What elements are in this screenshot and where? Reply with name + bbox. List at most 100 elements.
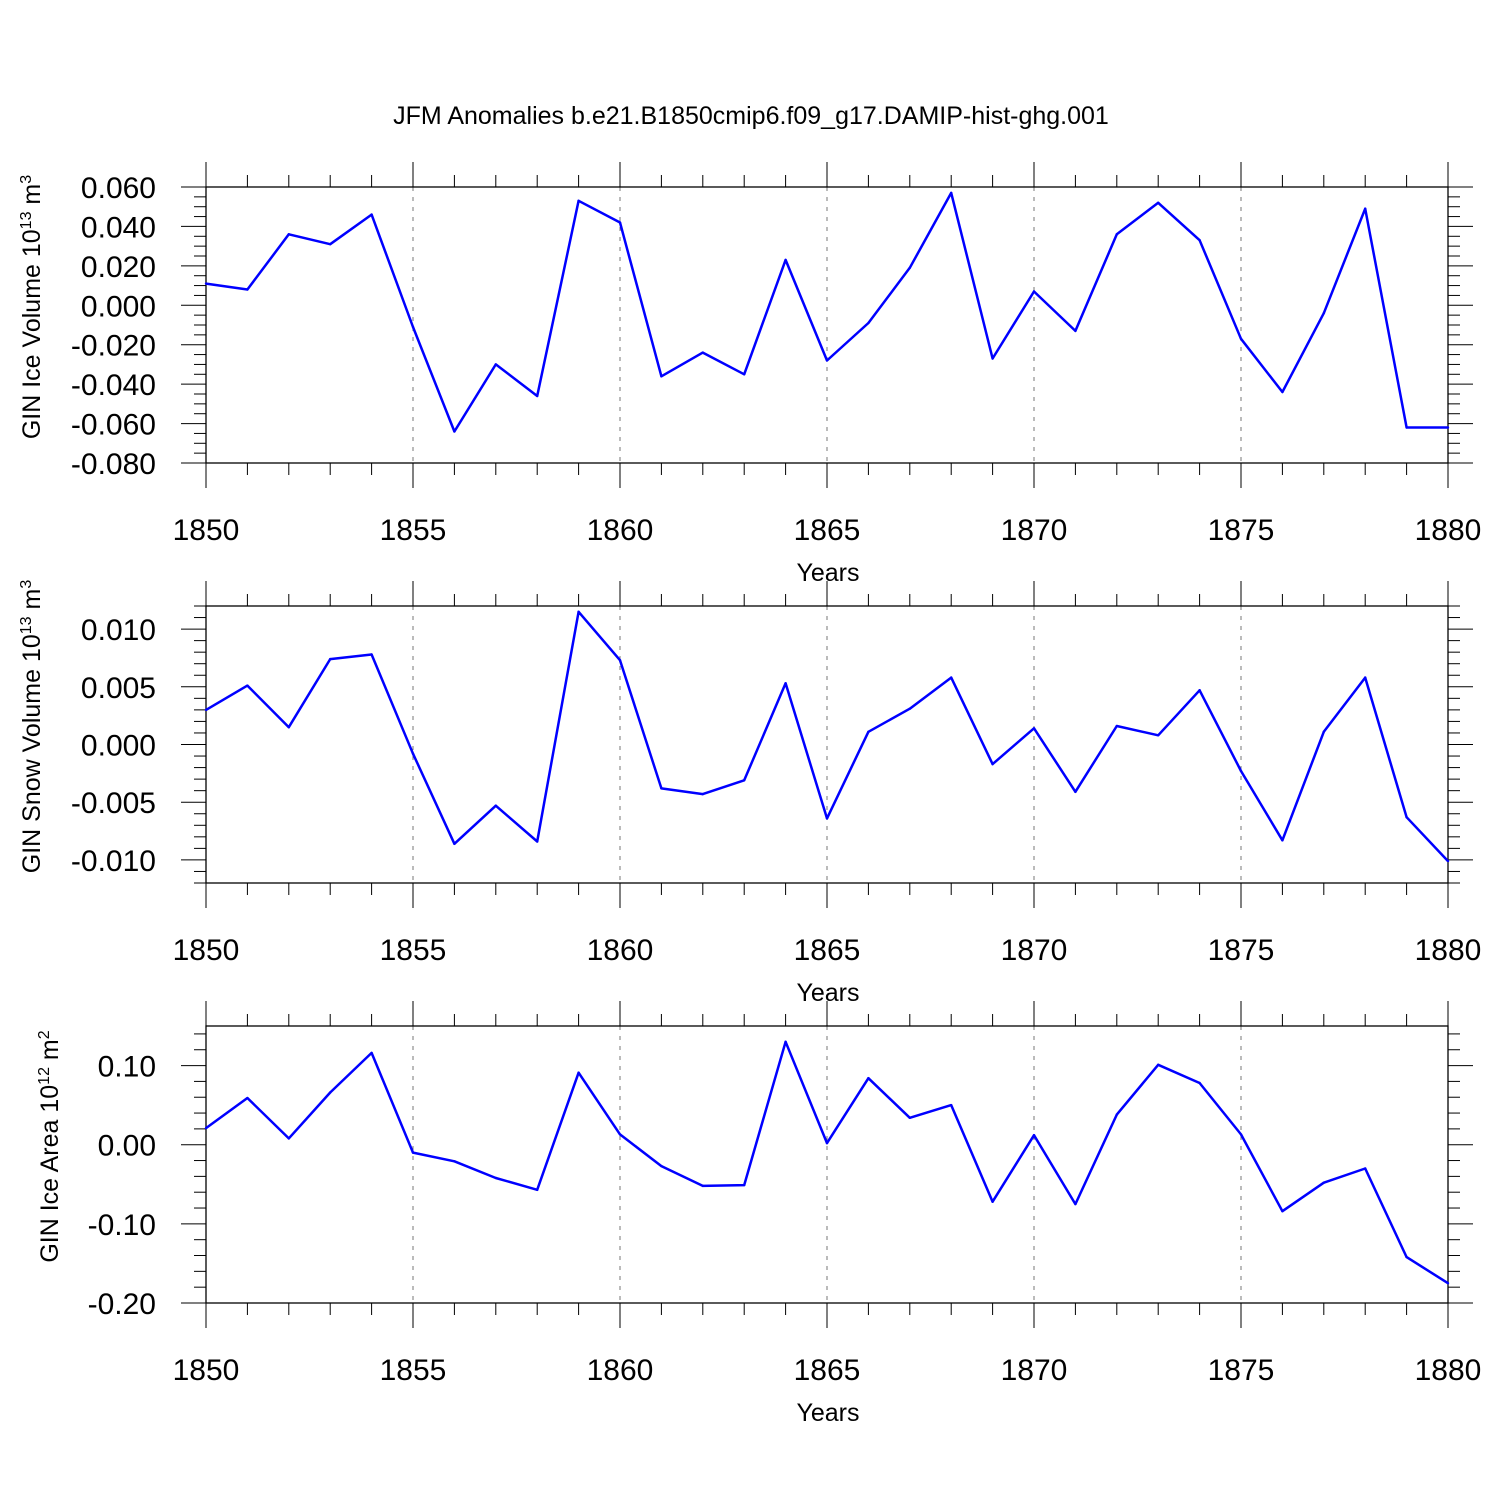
data-point (204, 1126, 208, 1130)
data-point (1446, 1282, 1450, 1285)
data-point (494, 1176, 497, 1180)
y-axis-title-part: 13 (18, 211, 35, 229)
data-point (908, 1116, 911, 1120)
y-axis-title-part: m (18, 184, 46, 212)
y-tick-label: 0.020 (81, 251, 156, 284)
x-tick-label: 1850 (173, 514, 240, 547)
data-point (908, 266, 911, 270)
data-point (1157, 1063, 1160, 1066)
x-tick-label: 1850 (173, 1354, 240, 1387)
x-tick-label: 1860 (587, 1354, 654, 1387)
y-tick-label: -0.010 (71, 845, 156, 878)
x-tick-label: 1875 (1208, 514, 1275, 547)
data-point (1239, 1133, 1243, 1136)
y-tick-label: -0.10 (88, 1209, 156, 1242)
data-point (825, 359, 829, 362)
data-point (1074, 329, 1077, 333)
x-tick-label: 1865 (794, 1354, 861, 1387)
data-point (701, 1184, 704, 1188)
panels: 1850 1855 1860 1865 1870 1875 1880 -0.080 -0.060… (18, 162, 1481, 1427)
y-axis-title-part: 3 (18, 580, 35, 589)
data-point (1405, 1255, 1408, 1259)
data-point (1405, 426, 1408, 429)
x-tick-label: 1870 (1001, 514, 1068, 547)
x-tick-label: 1860 (587, 934, 654, 967)
data-point (453, 430, 456, 433)
data-point (991, 762, 994, 766)
data-point (1239, 337, 1243, 340)
data-point (370, 1051, 373, 1055)
data-point (743, 373, 746, 376)
y-tick-label: -0.20 (88, 1288, 156, 1321)
data-point (287, 725, 290, 729)
figure-title: JFM Anomalies b.e21.B1850cmip6.f09_g17.D… (393, 102, 1109, 130)
data-point (1115, 233, 1119, 236)
y-tick-label: 0.005 (81, 672, 156, 705)
y-tick-label: 0.000 (81, 290, 156, 323)
data-point (1364, 1167, 1367, 1170)
chart-panel-2: 1850 1855 1860 1865 1870 1875 1880 -0.010 -0.005… (18, 580, 1481, 1007)
data-point (1032, 727, 1036, 730)
y-axis-title-part: GIN Ice Volume 10 (18, 229, 46, 439)
y-tick-label: -0.005 (71, 787, 156, 820)
data-point (1157, 201, 1160, 204)
data-point (453, 1160, 456, 1163)
data-point (950, 191, 953, 195)
x-tick-label: 1880 (1415, 514, 1482, 547)
data-point (743, 1183, 746, 1187)
y-axis-title: GIN Snow Volume 1013 m3 (18, 580, 46, 874)
x-tick-label: 1875 (1208, 1354, 1275, 1387)
y-tick-label: 0.000 (81, 730, 156, 763)
data-point (1198, 689, 1201, 692)
x-tick-label: 1880 (1415, 1354, 1482, 1387)
y-tick-label: 0.10 (98, 1051, 156, 1084)
data-point (1281, 1209, 1284, 1213)
data-point (825, 817, 829, 820)
data-point (1198, 239, 1201, 242)
data-point (701, 351, 704, 354)
data-point (494, 804, 497, 807)
y-axis-title-part: GIN Ice Area 10 (36, 1085, 64, 1263)
data-point (1446, 859, 1450, 863)
x-tick-label: 1865 (794, 514, 861, 547)
data-point (204, 282, 208, 285)
data-point (411, 752, 415, 755)
x-tick-label: 1855 (380, 514, 447, 547)
data-point (1032, 290, 1036, 293)
data-point (784, 1040, 787, 1044)
y-axis-title-part: m (36, 1039, 64, 1067)
x-tick-label: 1855 (380, 934, 447, 967)
data-point (204, 708, 208, 712)
data-point (1074, 1202, 1077, 1206)
data-point (411, 325, 415, 329)
y-tick-label: -0.020 (71, 330, 156, 363)
data-point (246, 288, 249, 291)
data-point (1322, 311, 1326, 315)
data-point (1322, 730, 1326, 734)
data-point (660, 1164, 663, 1168)
chart-panel-3: 1850 1855 1860 1865 1870 1875 1880 -0.20 -0.10 0.… (36, 1001, 1481, 1427)
data-point (950, 676, 953, 679)
y-axis-title-part: 13 (18, 616, 35, 634)
data-point (950, 1103, 953, 1107)
data-point (784, 682, 787, 685)
data-point (370, 653, 373, 656)
data-point (1115, 1113, 1119, 1116)
data-point (908, 707, 911, 710)
y-axis-title-part: m (18, 589, 46, 617)
data-point (536, 1188, 539, 1192)
data-point (577, 610, 580, 613)
data-point (453, 842, 456, 845)
data-point (329, 1091, 332, 1094)
x-tick-label: 1870 (1001, 1354, 1068, 1387)
data-point (329, 657, 332, 661)
y-tick-label: 0.010 (81, 614, 156, 647)
data-point (1281, 839, 1284, 842)
data-point (1364, 207, 1367, 210)
data-point (867, 730, 870, 734)
x-tick-label: 1855 (380, 1354, 447, 1387)
chart-panel-1: 1850 1855 1860 1865 1870 1875 1880 -0.080 -0.060… (18, 162, 1481, 587)
x-tick-label: 1870 (1001, 934, 1068, 967)
data-point (701, 792, 704, 796)
y-axis-title-part: 3 (18, 175, 35, 184)
